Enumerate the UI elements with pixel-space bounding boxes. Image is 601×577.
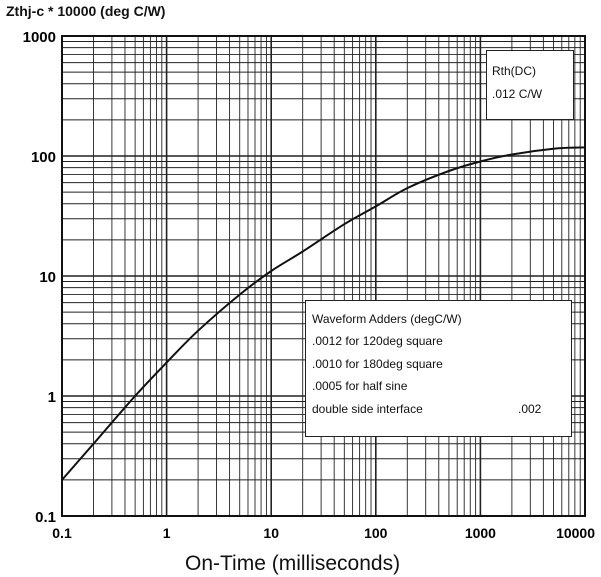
- x-tick-label: 100: [364, 525, 388, 541]
- y-tick-label: 1: [48, 389, 56, 406]
- x-tick-label: 1: [163, 525, 171, 541]
- zth-curve: [61, 146, 586, 481]
- adder-line-4: double side interface: [312, 402, 423, 416]
- y-axis-label: Zthj-c * 10000 (deg C/W): [6, 3, 166, 19]
- rth-title: Rth(DC): [492, 64, 536, 78]
- x-tick-label: 10: [263, 525, 279, 541]
- plot-frame: [61, 35, 586, 517]
- adder-line-1: .0012 for 120deg square: [312, 334, 443, 348]
- y-tick-label: 100: [31, 149, 56, 166]
- adders-title: Waveform Adders (degC/W): [312, 312, 462, 326]
- y-tick-label: 1000: [23, 29, 56, 46]
- adder-line-2: .0010 for 180deg square: [312, 357, 443, 371]
- rth-box: Rth(DC) .012 C/W: [486, 50, 574, 120]
- x-tick-labels: 0.1 1 10 100 1000 10000: [52, 525, 595, 541]
- y-tick-label: 0.1: [35, 509, 56, 526]
- x-tick-label: 0.1: [52, 525, 72, 541]
- x-tick-label: 10000: [556, 525, 595, 541]
- x-tick-label: 1000: [465, 525, 496, 541]
- y-tick-label: 10: [39, 269, 56, 286]
- waveform-adders-box: Waveform Adders (degC/W) .0012 for 120de…: [305, 300, 572, 437]
- x-axis-label: On-Time (milliseconds): [185, 552, 401, 575]
- y-tick-labels: 1000 100 10 1 0.1: [23, 29, 56, 526]
- adder-double-side-value: .002: [518, 402, 542, 416]
- rth-value: .012 C/W: [492, 87, 543, 101]
- adder-line-3: .0005 for half sine: [312, 379, 408, 393]
